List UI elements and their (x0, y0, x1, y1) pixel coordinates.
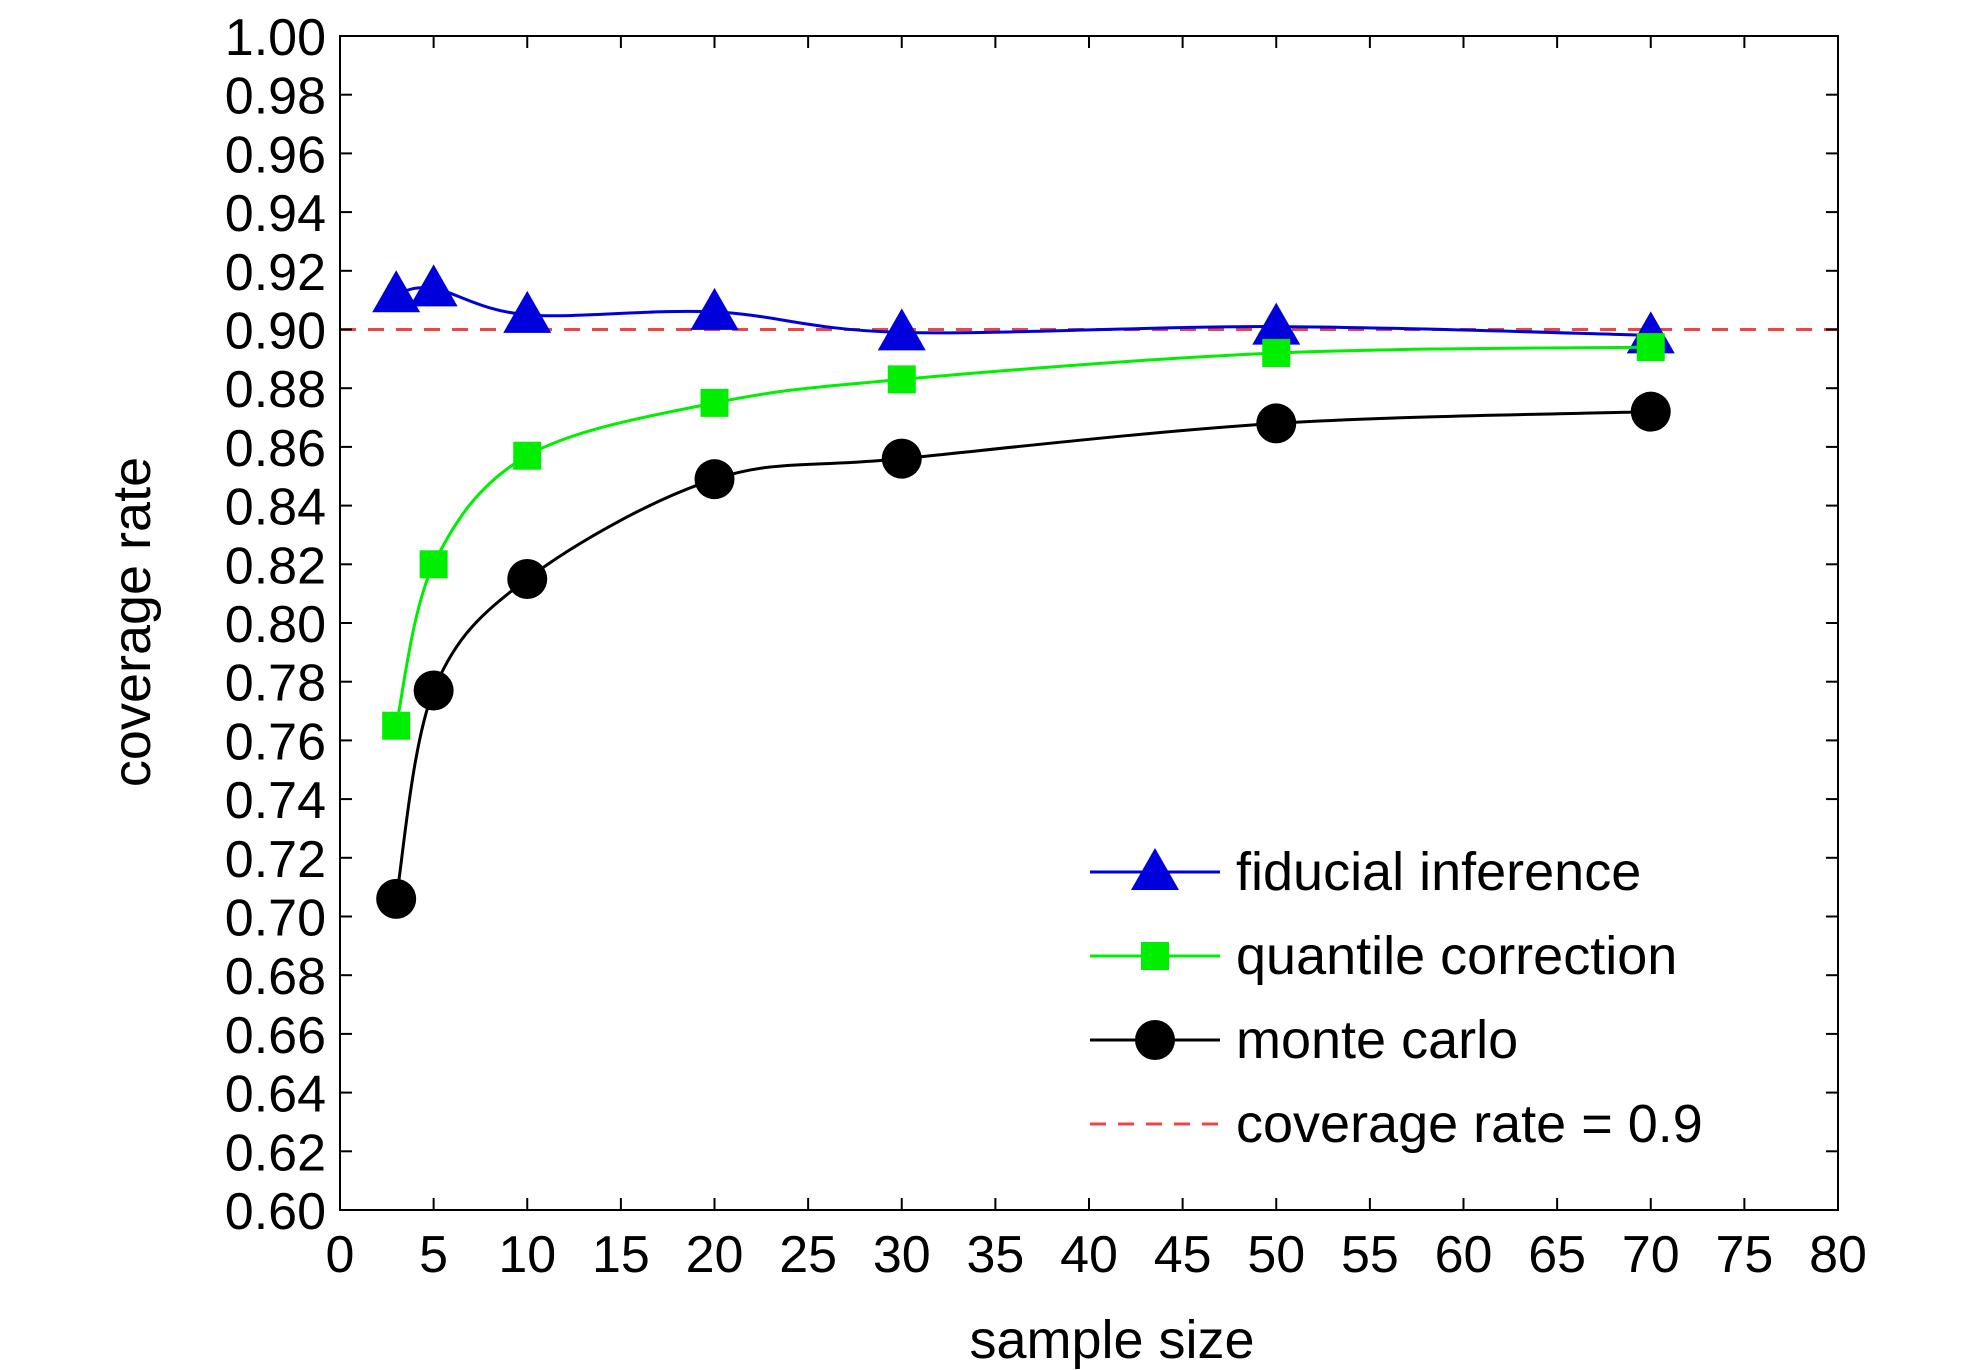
x-tick-label: 30 (873, 1226, 931, 1284)
legend-item: quantile correction (1090, 926, 1677, 986)
data-point (382, 711, 411, 740)
y-tick-label: 0.82 (225, 537, 326, 595)
y-tick-label: 1.00 (225, 9, 326, 67)
y-tick-label: 0.88 (225, 361, 326, 419)
data-point (1252, 302, 1301, 345)
x-tick-label: 55 (1341, 1226, 1399, 1284)
series-line (394, 345, 1651, 727)
y-tick-label: 0.60 (225, 1183, 326, 1241)
y-tick-label: 0.86 (225, 420, 326, 478)
y-tick-label: 0.66 (225, 1007, 326, 1065)
x-axis-label: sample size (969, 1310, 1254, 1370)
legend: fiducial inference quantile correction mon… (1070, 800, 1770, 1180)
data-point (507, 558, 548, 599)
x-tick-label: 40 (1060, 1226, 1118, 1284)
data-point (881, 438, 922, 479)
x-tick-label: 75 (1715, 1226, 1773, 1284)
series-layer (372, 264, 1675, 919)
legend-item: monte carlo (1090, 1010, 1518, 1070)
data-point (419, 550, 448, 579)
y-axis-label: coverage rate (102, 457, 162, 787)
data-point (503, 290, 552, 333)
x-tick-label: 35 (966, 1226, 1024, 1284)
y-tick-label: 0.72 (225, 831, 326, 889)
y-tick-label: 0.62 (225, 1124, 326, 1182)
y-tick-label: 0.70 (225, 890, 326, 948)
y-tick-label: 0.78 (225, 655, 326, 713)
data-point (700, 388, 729, 417)
data-point (1262, 338, 1291, 367)
series-quantile-correction (382, 333, 1665, 740)
x-tick-label: 70 (1622, 1226, 1680, 1284)
series-fiducial-inference (372, 264, 1675, 354)
data-point (1630, 391, 1671, 432)
legend-label: monte carlo (1236, 1010, 1518, 1070)
data-point (513, 441, 542, 470)
y-tick-label: 0.64 (225, 1066, 326, 1124)
x-tick-label: 65 (1528, 1226, 1586, 1284)
x-tick-label: 80 (1809, 1226, 1867, 1284)
x-tick-label: 10 (498, 1226, 556, 1284)
y-tick-label: 0.74 (225, 772, 326, 830)
x-tick-labels: 0 5 10 15 20 25 30 35 40 45 50 55 60 65 70 75 80 (326, 1226, 1867, 1284)
legend-marker (1135, 1020, 1175, 1060)
x-tick-label: 0 (326, 1226, 355, 1284)
y-tick-labels: 1.000.980.960.940.920.900.880.860.840.82… (225, 9, 326, 1241)
ticks (339, 35, 1839, 1211)
legend-box (1070, 800, 1770, 1180)
legend-marker (1131, 848, 1179, 890)
data-point (409, 264, 458, 307)
x-tick-label: 45 (1154, 1226, 1212, 1284)
data-point (1636, 333, 1665, 362)
y-tick-label: 0.96 (225, 126, 326, 184)
y-tick-label: 0.68 (225, 948, 326, 1006)
x-tick-label: 50 (1247, 1226, 1305, 1284)
x-tick-label: 5 (419, 1226, 448, 1284)
data-point (877, 308, 926, 351)
legend-label: quantile correction (1236, 926, 1677, 986)
data-point (690, 287, 739, 330)
y-tick-label: 0.84 (225, 479, 326, 537)
series-monte-carlo (376, 391, 1671, 919)
x-tick-label: 60 (1435, 1226, 1493, 1284)
y-tick-label: 0.98 (225, 68, 326, 126)
x-tick-label: 25 (779, 1226, 837, 1284)
data-point (1256, 403, 1297, 444)
y-tick-label: 0.90 (225, 303, 326, 361)
legend-item: coverage rate = 0.9 (1090, 1094, 1703, 1154)
y-tick-label: 0.76 (225, 713, 326, 771)
legend-item: fiducial inference (1090, 842, 1641, 902)
data-point (887, 365, 916, 394)
x-tick-label: 15 (592, 1226, 650, 1284)
legend-label: coverage rate = 0.9 (1236, 1094, 1703, 1154)
y-tick-label: 0.92 (225, 244, 326, 302)
data-point (413, 670, 454, 711)
data-point (376, 878, 417, 919)
y-tick-label: 0.80 (225, 596, 326, 654)
legend-label: fiducial inference (1236, 842, 1641, 902)
legend-marker (1141, 942, 1169, 970)
series-line (395, 286, 1651, 337)
data-point (694, 459, 735, 500)
x-tick-label: 20 (686, 1226, 744, 1284)
data-point (372, 270, 421, 313)
y-tick-label: 0.94 (225, 185, 326, 243)
